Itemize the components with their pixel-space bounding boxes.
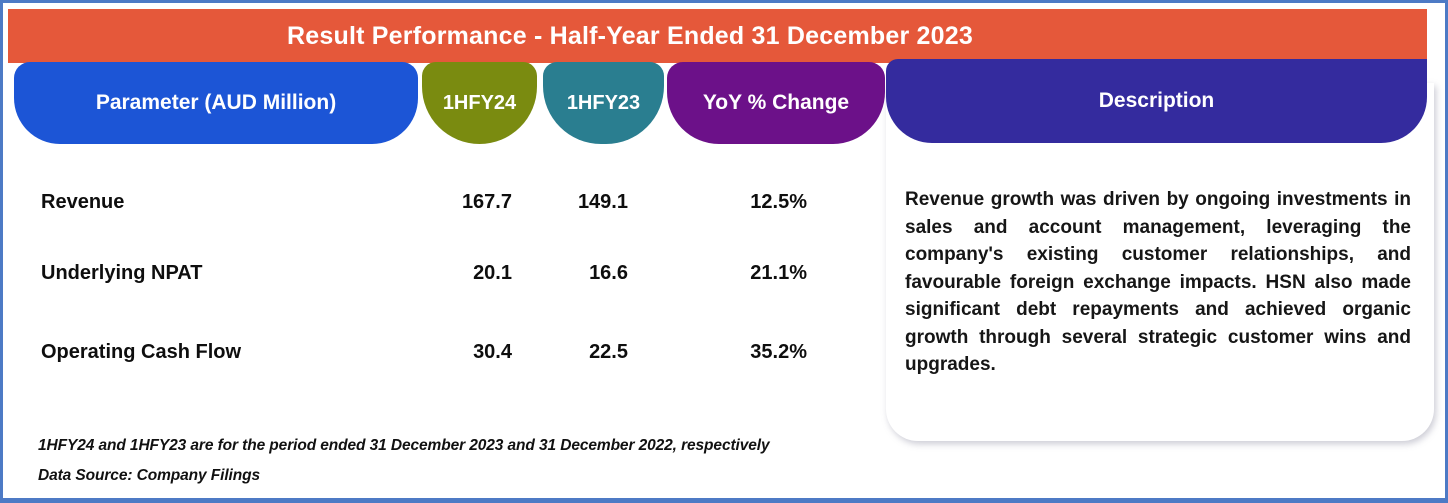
- footnote-period-definition: 1HFY24 and 1HFY23 are for the period end…: [38, 437, 770, 454]
- column-header-1hfy23-label: 1HFY23: [566, 91, 641, 114]
- row-1hfy24-value: 30.4: [473, 340, 512, 363]
- column-header-parameter: Parameter (AUD Million): [14, 62, 418, 144]
- row-1hfy23-value: 22.5: [589, 340, 628, 363]
- column-header-description-label: Description: [1098, 89, 1215, 112]
- row-yoy-value: 12.5%: [750, 190, 807, 213]
- column-header-parameter-label: Parameter (AUD Million): [95, 91, 337, 114]
- row-yoy-value: 35.2%: [750, 340, 807, 363]
- row-1hfy23-value: 149.1: [577, 190, 628, 213]
- column-header-1hfy24-label: 1HFY24: [442, 91, 517, 114]
- row-1hfy24-value: 20.1: [473, 261, 512, 284]
- row-yoy-value: 21.1%: [750, 261, 807, 284]
- column-header-yoy-change: YoY % Change: [667, 62, 885, 144]
- column-header-1hfy24: 1HFY24: [422, 62, 537, 144]
- row-parameter: Operating Cash Flow: [41, 340, 242, 363]
- table-row: Operating Cash Flow 30.4 22.5 35.2%: [14, 336, 809, 368]
- row-parameter: Revenue: [41, 190, 125, 213]
- table-row: Revenue 167.7 149.1 12.5%: [14, 186, 809, 218]
- header-bar: Result Performance - Half-Year Ended 31 …: [8, 9, 1427, 63]
- description-text: Revenue growth was driven by ongoing inv…: [905, 189, 1411, 375]
- column-header-1hfy23: 1HFY23: [543, 62, 664, 144]
- page-title: Result Performance - Half-Year Ended 31 …: [287, 21, 973, 50]
- table-row: Underlying NPAT 20.1 16.6 21.1%: [14, 257, 809, 289]
- row-1hfy24-value: 167.7: [461, 190, 512, 213]
- row-1hfy23-value: 16.6: [589, 261, 628, 284]
- footnote-data-source: Data Source: Company Filings: [38, 467, 260, 484]
- column-header-yoy-change-label: YoY % Change: [702, 91, 850, 114]
- row-parameter: Underlying NPAT: [41, 261, 203, 284]
- column-header-description: Description: [886, 59, 1427, 143]
